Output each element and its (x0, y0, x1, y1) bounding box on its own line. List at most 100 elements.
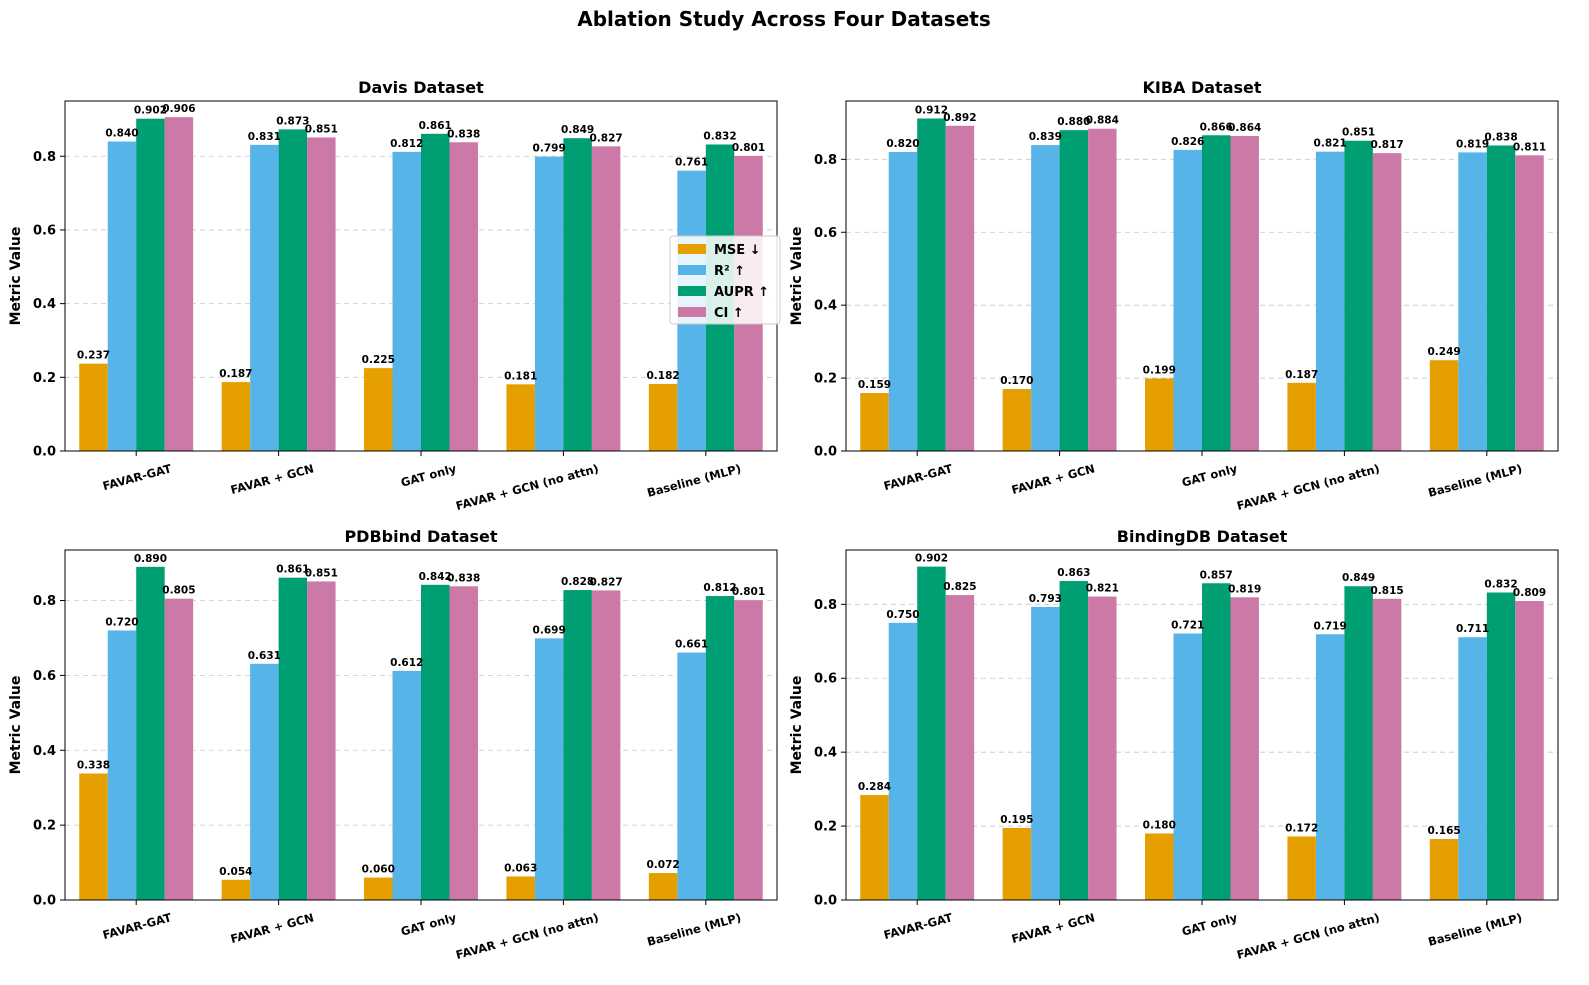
data-label: 0.820 (886, 138, 919, 150)
data-label: 0.338 (77, 759, 110, 771)
data-label: 0.721 (1171, 620, 1204, 632)
bar-bindingdb-dataset-ci-4 (1515, 601, 1544, 900)
bar-kiba-dataset-r-0 (888, 152, 918, 451)
legend-label: AUPR ↑ (714, 285, 769, 300)
bar-davis-dataset-mse-2 (364, 368, 393, 451)
legend-label: R² ↑ (714, 264, 745, 279)
bar-pdbbind-dataset-aupr-3 (563, 590, 592, 900)
y-tick-label: 0.2 (814, 820, 837, 835)
y-tick-label: 0.0 (814, 445, 837, 460)
y-tick-label: 0.4 (33, 744, 56, 759)
bar-pdbbind-dataset-ci-4 (734, 600, 763, 900)
bar-kiba-dataset-r-4 (1458, 152, 1487, 451)
bar-davis-dataset-aupr-3 (563, 138, 592, 452)
data-label: 0.172 (1285, 822, 1318, 834)
data-label: 0.815 (1371, 585, 1404, 597)
data-label: 0.225 (362, 354, 395, 366)
bar-davis-dataset-aupr-0 (136, 118, 165, 452)
data-label: 0.821 (1086, 583, 1119, 595)
bar-bindingdb-dataset-r-1 (1031, 606, 1060, 900)
data-label: 0.801 (732, 142, 765, 154)
data-label: 0.825 (943, 581, 976, 593)
bar-kiba-dataset-r-3 (1315, 151, 1345, 452)
data-label: 0.719 (1314, 620, 1347, 632)
bar-kiba-dataset-mse-0 (860, 393, 889, 451)
figure-title: Ablation Study Across Four Datasets (577, 7, 990, 31)
panel-title: Davis Dataset (358, 78, 484, 97)
bar-davis-dataset-mse-4 (648, 383, 678, 451)
y-axis-label: Metric Value (789, 676, 805, 775)
bar-davis-dataset-ci-1 (307, 137, 336, 451)
bar-bindingdb-dataset-r-2 (1173, 633, 1202, 900)
data-label: 0.199 (1143, 364, 1176, 376)
data-label: 0.072 (646, 859, 679, 871)
data-label: 0.890 (134, 553, 167, 565)
bar-bindingdb-dataset-mse-2 (1145, 833, 1174, 900)
bar-davis-dataset-ci-2 (449, 142, 478, 451)
data-label: 0.838 (447, 128, 480, 140)
legend-label: MSE ↓ (714, 243, 761, 258)
legend-swatch (678, 265, 706, 275)
bar-pdbbind-dataset-aupr-2 (421, 584, 450, 900)
data-label: 0.720 (105, 616, 138, 628)
data-label: 0.912 (915, 105, 948, 117)
data-label: 0.811 (1513, 141, 1546, 153)
legend-swatch (678, 307, 706, 317)
bar-pdbbind-dataset-aupr-4 (705, 596, 735, 900)
chart-panel-davis-dataset: 0.0 0.2 0.4 0.6 0.8 0.237 0.187 0.225 0.181 0.182… (8, 78, 781, 513)
data-label: 0.187 (1285, 369, 1318, 381)
bar-pdbbind-dataset-r-1 (250, 663, 279, 900)
data-label: 0.826 (1171, 136, 1204, 148)
bar-bindingdb-dataset-ci-1 (1088, 596, 1117, 900)
bar-pdbbind-dataset-r-3 (534, 638, 564, 900)
bar-bindingdb-dataset-ci-0 (945, 595, 975, 900)
bar-kiba-dataset-ci-3 (1372, 153, 1402, 451)
data-label: 0.851 (305, 123, 338, 135)
bar-pdbbind-dataset-r-2 (392, 670, 421, 900)
data-label: 0.902 (134, 105, 167, 117)
bar-bindingdb-dataset-aupr-4 (1486, 592, 1516, 900)
data-label: 0.832 (1484, 579, 1517, 591)
data-label: 0.182 (646, 370, 679, 382)
bar-davis-dataset-mse-3 (506, 384, 535, 451)
bar-davis-dataset-ci-3 (591, 146, 621, 451)
panel-title: KIBA Dataset (1142, 78, 1261, 97)
bar-bindingdb-dataset-aupr-3 (1344, 586, 1373, 900)
bar-pdbbind-dataset-mse-1 (221, 879, 251, 900)
data-label: 0.805 (162, 585, 195, 597)
bar-davis-dataset-r-2 (392, 151, 421, 451)
y-axis-label: Metric Value (8, 227, 24, 326)
bar-kiba-dataset-aupr-3 (1344, 140, 1373, 452)
data-label: 0.195 (1000, 814, 1033, 826)
data-label: 0.851 (305, 567, 338, 579)
data-label: 0.159 (858, 379, 891, 391)
data-label: 0.817 (1371, 139, 1404, 151)
bar-davis-dataset-mse-1 (221, 382, 251, 451)
bar-davis-dataset-ci-0 (164, 117, 194, 452)
bar-kiba-dataset-ci-1 (1088, 128, 1117, 452)
data-label: 0.851 (1342, 127, 1375, 139)
bar-bindingdb-dataset-r-4 (1458, 637, 1487, 900)
bar-bindingdb-dataset-ci-3 (1372, 598, 1402, 900)
data-label: 0.699 (533, 624, 566, 636)
data-label: 0.821 (1314, 138, 1347, 150)
data-label: 0.661 (675, 639, 708, 651)
data-label: 0.827 (590, 132, 623, 144)
bar-kiba-dataset-ci-0 (945, 125, 975, 452)
y-tick-label: 0.2 (33, 819, 56, 834)
data-label: 0.711 (1456, 623, 1489, 635)
data-label: 0.849 (1342, 572, 1375, 584)
bar-davis-dataset-aupr-1 (278, 129, 308, 452)
y-tick-label: 0.4 (814, 299, 837, 314)
data-label: 0.857 (1200, 569, 1233, 581)
bar-pdbbind-dataset-ci-3 (591, 590, 621, 900)
legend-swatch (678, 244, 706, 254)
y-tick-label: 0.6 (814, 672, 837, 687)
y-tick-label: 0.8 (814, 153, 837, 168)
data-label: 0.842 (419, 571, 452, 583)
y-tick-label: 0.6 (33, 223, 56, 238)
data-label: 0.812 (390, 138, 423, 150)
bar-bindingdb-dataset-r-3 (1315, 634, 1345, 900)
data-label: 0.838 (1484, 131, 1517, 143)
